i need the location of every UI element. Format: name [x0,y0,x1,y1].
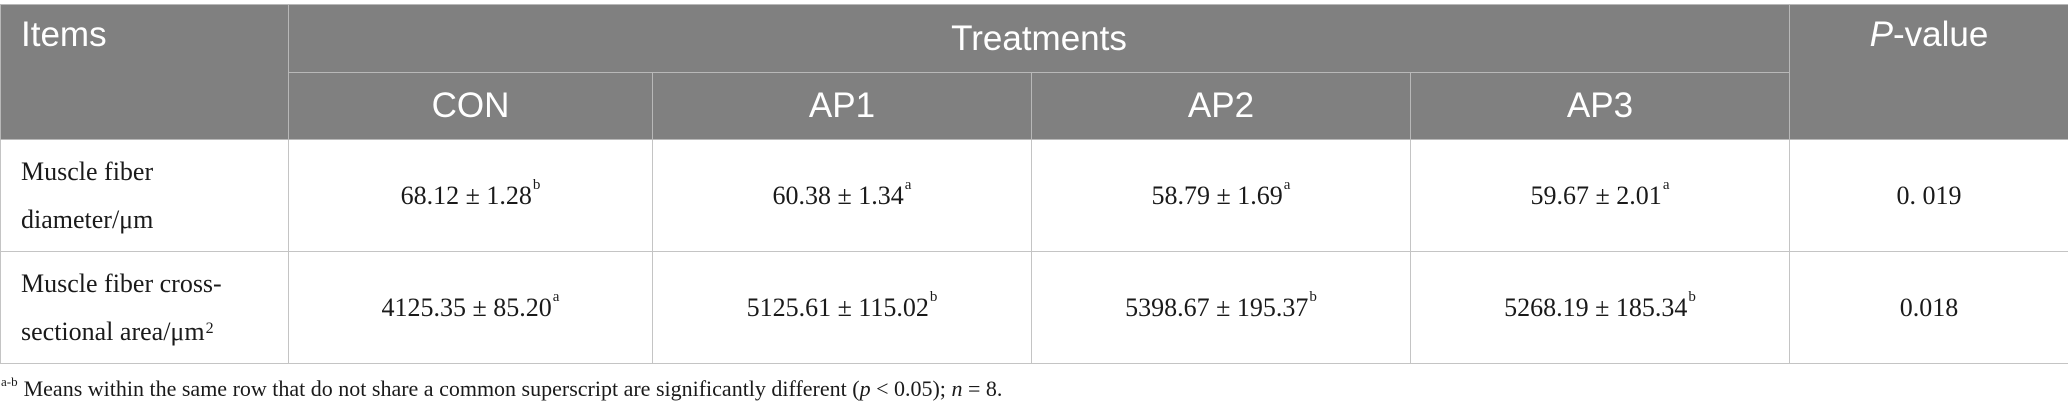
cell-value: 60.38 ± 1.34 [772,180,904,210]
group-header-ap1: AP1 [652,72,1032,140]
table-row: Muscle fiber diameter/μm 68.12 ± 1.28b 60… [0,139,2068,252]
cell-superscript: b [1688,288,1696,305]
cell-value: 5398.67 ± 195.37 [1125,292,1309,322]
footnote-superscript: a-b [1,374,18,389]
table-cell: 4125.35 ± 85.20a [288,251,653,364]
pvalue-cell: 0. 019 [1789,139,2068,252]
row-label: Muscle fiber cross-sectional area/μm2 [0,251,289,364]
table-cell: 5125.61 ± 115.02b [652,251,1032,364]
group-header-con: CON [288,72,653,140]
table-cell: 58.79 ± 1.69a [1031,139,1411,252]
table-cell: 59.67 ± 2.01a [1409,139,1791,252]
unit-superscript: 2 [205,319,214,337]
table-cell: 5268.19 ± 185.34b [1409,251,1791,364]
footnote-text: = 8. [962,376,1003,401]
table-cell: 60.38 ± 1.34a [652,139,1032,252]
items-header: Items [0,4,289,140]
pvalue-cell: 0.018 [1789,251,2068,364]
row-label-line2: diameter/μm [21,204,154,234]
cell-value: 5125.61 ± 115.02 [746,292,929,322]
cell-value: 59.67 ± 2.01 [1530,180,1662,210]
group-header-ap3: AP3 [1409,72,1791,140]
footnote-n: n [951,376,963,401]
table-cell: 5398.67 ± 195.37b [1031,251,1411,364]
group-header-ap2: AP2 [1031,72,1411,140]
row-label-line2: sectional area/μm [21,316,205,346]
cell-superscript: b [1309,288,1317,305]
pvalue-header: P-value [1789,4,2068,140]
row-label-line1: Muscle fiber cross- [21,268,222,298]
pvalue-header-rest: -value [1893,15,1989,54]
table-cell: 68.12 ± 1.28b [288,139,653,252]
cell-value: 4125.35 ± 85.20 [381,292,552,322]
treatments-header: Treatments [287,4,1791,73]
table-row: Muscle fiber cross-sectional area/μm2 41… [0,251,2068,364]
cell-superscript: a [552,288,560,305]
cell-superscript: b [929,288,938,305]
cell-superscript: a [904,176,912,193]
table-footnote: a-b Means within the same row that do not… [0,374,1003,402]
cell-value: 68.12 ± 1.28 [400,180,532,210]
cell-superscript: b [532,176,541,193]
pvalue-header-italic: P [1869,15,1894,54]
footnote-p: p [859,376,871,401]
cell-value: 5268.19 ± 185.34 [1504,292,1688,322]
cell-superscript: a [1662,176,1670,193]
cell-superscript: a [1283,176,1291,193]
row-label: Muscle fiber diameter/μm [0,139,289,252]
footnote-text: < 0.05); [870,376,952,401]
row-label-line1: Muscle fiber [21,156,154,186]
results-table: Items Treatments P-value CON AP1 AP2 AP3… [0,4,2068,364]
footnote-text: Means within the same row that do not sh… [23,376,860,401]
cell-value: 58.79 ± 1.69 [1151,180,1283,210]
